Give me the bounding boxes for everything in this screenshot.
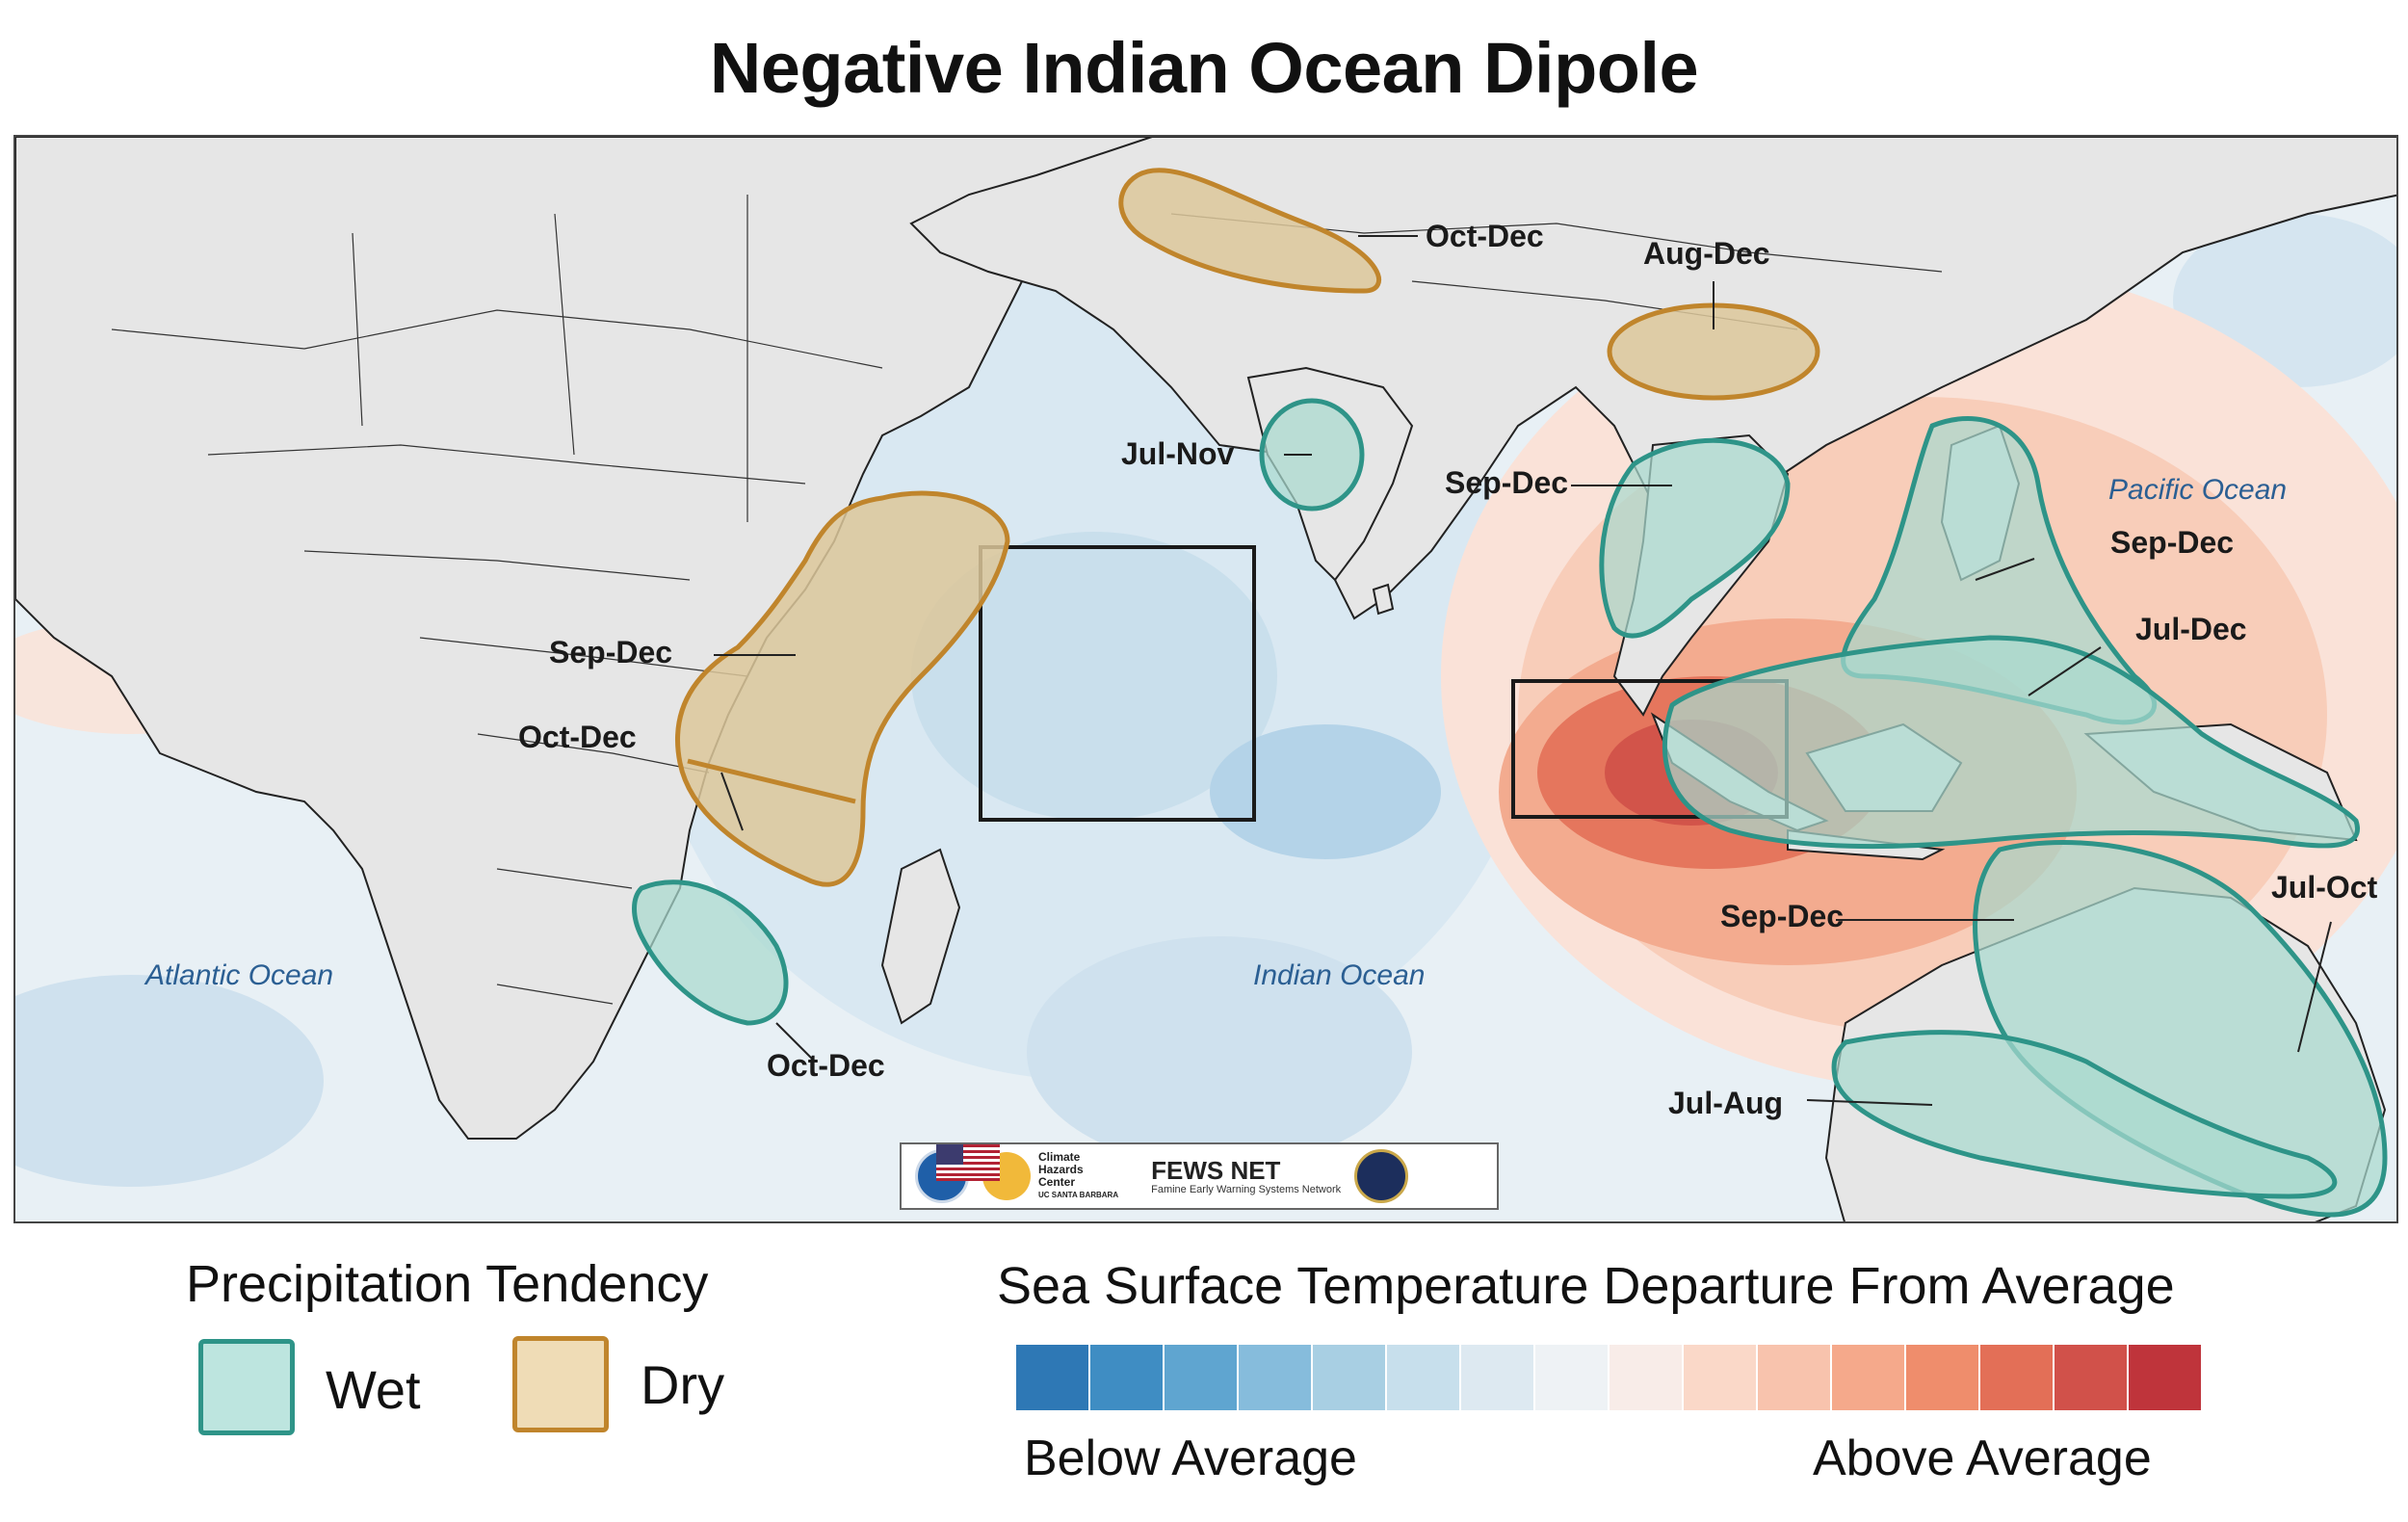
leader-lines — [714, 235, 2332, 1106]
wet-region-south-australia — [1831, 1030, 2338, 1199]
dry-swatch — [512, 1336, 609, 1432]
pacific-ocean-label: Pacific Ocean — [2108, 474, 2287, 506]
sri-lanka-landmass — [1372, 583, 1395, 616]
west-iod-box — [979, 545, 1256, 822]
label-east-africa-south: Oct-Dec — [518, 720, 637, 754]
wet-region-southern-africa — [632, 879, 789, 1026]
precip-legend-title: Precipitation Tendency — [186, 1255, 709, 1313]
wet-swatch — [198, 1339, 295, 1435]
map-panel: Oct-Dec Aug-Dec Jul-Nov Sep-Dec Sep-Dec … — [13, 135, 2398, 1223]
state-dept-seal-icon — [1354, 1149, 1409, 1203]
dry-label: Dry — [641, 1354, 725, 1415]
sst-color-cell — [1906, 1345, 1978, 1410]
atlantic-ocean-label: Atlantic Ocean — [144, 959, 333, 991]
dry-region-divider — [687, 758, 856, 804]
label-north-india: Oct-Dec — [1426, 219, 1544, 253]
label-south-china: Aug-Dec — [1643, 236, 1770, 271]
label-indonesia: Jul-Dec — [2135, 612, 2247, 646]
dry-region-north-india — [1118, 168, 1381, 294]
africa-landmass — [15, 137, 1154, 1140]
label-philippines: Sep-Dec — [2110, 525, 2234, 560]
dry-regions — [675, 168, 1820, 887]
label-east-africa-north: Sep-Dec — [549, 635, 672, 669]
map-canvas: Oct-Dec Aug-Dec Jul-Nov Sep-Dec Sep-Dec … — [15, 137, 2396, 1221]
us-flag-icon — [936, 1144, 1000, 1181]
sst-color-cell — [1090, 1345, 1163, 1410]
sst-color-cell — [2055, 1345, 2127, 1410]
sst-color-bar — [1016, 1345, 2201, 1410]
map-title: Negative Indian Ocean Dipole — [709, 28, 1699, 108]
sst-color-cell — [1387, 1345, 1459, 1410]
sst-color-cell — [1016, 1345, 1088, 1410]
wet-label: Wet — [326, 1359, 421, 1420]
indian-ocean-label: Indian Ocean — [1253, 959, 1425, 991]
sst-color-cell — [1535, 1345, 1608, 1410]
label-nw-australia: Sep-Dec — [1720, 899, 1844, 933]
dry-region-east-africa — [675, 490, 1010, 887]
below-average-label: Below Average — [1024, 1430, 1357, 1486]
label-south-india: Jul-Nov — [1121, 436, 1235, 471]
sst-color-cell — [1610, 1345, 1682, 1410]
sst-color-cell — [1758, 1345, 1830, 1410]
sst-legend-title: Sea Surface Temperature Departure From A… — [997, 1257, 2175, 1315]
sst-color-cell — [1980, 1345, 2053, 1410]
above-average-label: Above Average — [1813, 1430, 2152, 1486]
sst-color-cell — [1239, 1345, 1311, 1410]
label-south-australia: Jul-Aug — [1668, 1086, 1783, 1120]
sst-color-cell — [1461, 1345, 1533, 1410]
label-east-australia: Jul-Oct — [2271, 870, 2378, 905]
sst-color-cell — [1832, 1345, 1904, 1410]
wet-regions — [632, 398, 2388, 1218]
wet-region-east-australia — [1973, 840, 2388, 1218]
partner-logos: Climate Hazards Center UC SANTA BARBARA … — [900, 1142, 1499, 1210]
sst-color-cell — [1684, 1345, 1756, 1410]
sst-color-cell — [1313, 1345, 1385, 1410]
fews-net-logo: FEWS NET Famine Early Warning Systems Ne… — [1151, 1156, 1342, 1195]
label-indochina: Sep-Dec — [1445, 465, 1568, 500]
wet-region-indochina — [1599, 437, 1791, 639]
wet-region-indonesia — [1662, 635, 2360, 850]
madagascar-landmass — [880, 848, 961, 1025]
sst-color-cell — [2129, 1345, 2201, 1410]
chc-logo-text: Climate Hazards Center UC SANTA BARBARA — [1038, 1150, 1119, 1200]
season-labels: Oct-Dec Aug-Dec Jul-Nov Sep-Dec Sep-Dec … — [518, 219, 2378, 1120]
ocean-labels: Atlantic Ocean Indian Ocean Pacific Ocea… — [144, 474, 2287, 991]
label-southern-africa: Oct-Dec — [767, 1048, 885, 1083]
sst-color-cell — [1165, 1345, 1237, 1410]
